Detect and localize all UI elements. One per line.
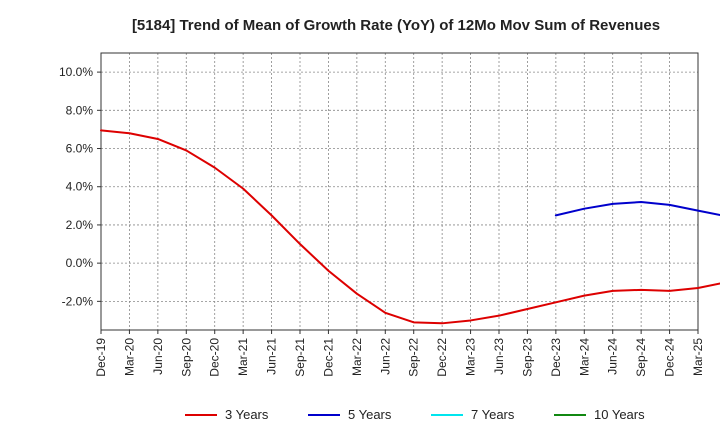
legend-label: 10 Years xyxy=(594,407,645,422)
x-tick-label: Mar-21 xyxy=(236,338,250,376)
y-tick-label: 6.0% xyxy=(66,142,94,156)
x-tick-label: Mar-20 xyxy=(122,338,136,376)
x-tick-label: Sep-20 xyxy=(179,338,193,377)
series-line-5-years xyxy=(554,201,720,217)
x-tick-label: Dec-20 xyxy=(208,338,222,377)
x-tick-label: Dec-21 xyxy=(321,338,335,377)
legend-item: 7 Years xyxy=(431,407,515,422)
y-tick-label: 10.0% xyxy=(59,65,93,79)
x-tick-label: Mar-24 xyxy=(577,338,591,376)
y-tick-label: -2.0% xyxy=(62,294,94,308)
legend: 3 Years 5 Years 7 Years 10 Years xyxy=(185,407,645,422)
x-tick-label: Sep-23 xyxy=(520,338,534,377)
x-tick-label: Dec-24 xyxy=(663,338,677,377)
x-tick-label: Mar-23 xyxy=(464,338,478,376)
x-tick-label: Mar-22 xyxy=(350,338,364,376)
series-layer xyxy=(100,129,720,325)
x-tick-label: Dec-19 xyxy=(94,338,108,377)
chart-title: [5184] Trend of Mean of Growth Rate (YoY… xyxy=(132,17,660,34)
x-axis-ticks: Dec-19 Mar-20 Jun-20 Sep-20 Dec-20 Mar-21 Jun-… xyxy=(94,330,705,377)
x-tick-label: Sep-24 xyxy=(634,338,648,377)
plot-area xyxy=(100,52,699,331)
x-tick-label: Dec-22 xyxy=(435,338,449,377)
grid-layer xyxy=(101,53,698,330)
x-tick-label: Mar-25 xyxy=(691,338,705,376)
legend-label: 3 Years xyxy=(225,407,269,422)
y-tick-label: 8.0% xyxy=(66,103,94,117)
y-tick-label: 2.0% xyxy=(66,218,94,232)
x-tick-label: Dec-23 xyxy=(549,338,563,377)
series-line-3-years xyxy=(100,129,720,325)
x-tick-label: Sep-22 xyxy=(407,338,421,377)
legend-item: 5 Years xyxy=(308,407,392,422)
legend-label: 7 Years xyxy=(471,407,515,422)
x-tick-label: Jun-22 xyxy=(378,338,392,375)
legend-item: 10 Years xyxy=(554,407,645,422)
x-tick-label: Jun-21 xyxy=(265,338,279,375)
x-tick-label: Jun-23 xyxy=(492,338,506,375)
legend-item: 3 Years xyxy=(185,407,269,422)
x-tick-label: Jun-24 xyxy=(606,338,620,375)
y-tick-label: 0.0% xyxy=(66,256,94,270)
y-tick-label: 4.0% xyxy=(66,180,94,194)
x-tick-label: Sep-21 xyxy=(293,338,307,377)
x-tick-label: Jun-20 xyxy=(151,338,165,375)
legend-label: 5 Years xyxy=(348,407,392,422)
y-axis-ticks: -2.0% 0.0% 2.0% 4.0% 6.0% 8.0% 10.0% xyxy=(59,65,101,308)
